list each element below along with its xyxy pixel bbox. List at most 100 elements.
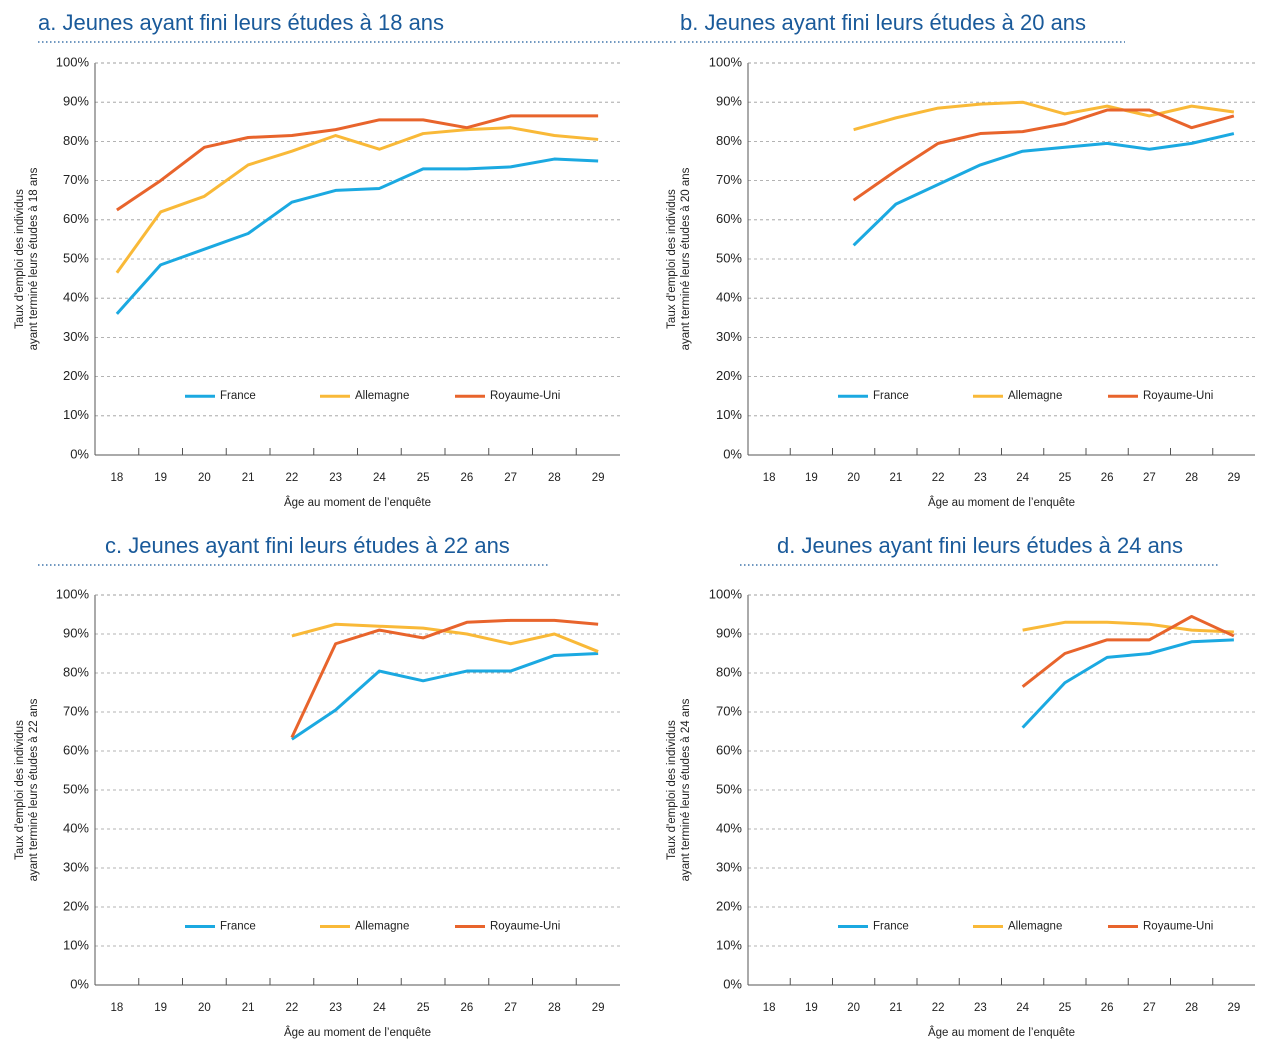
y-tick-label: 40% [716,290,742,305]
legend-label: France [220,390,256,402]
x-tick-label: 23 [329,472,342,484]
y-tick-label: 80% [716,133,742,148]
chart-title: a. Jeunes ayant fini leurs études à 18 a… [38,10,444,35]
y-tick-label: 50% [716,250,742,265]
y-axis-label: Taux d'emploi des individus [14,189,26,329]
x-tick-label: 22 [285,472,298,484]
y-tick-label: 90% [63,94,89,109]
y-axis-label: Taux d'emploi des individus [14,720,26,860]
y-tick-label: 10% [63,407,89,422]
y-axis-label: ayant terminé leurs études à 18 ans [28,167,40,350]
y-tick-label: 50% [63,250,89,265]
x-tick-label: 19 [154,472,167,484]
x-tick-label: 23 [974,472,987,484]
y-tick-label: 10% [63,937,89,952]
x-tick-label: 20 [847,1002,860,1014]
legend-label: Royaume-Uni [1143,921,1213,933]
series-line [1022,620,1234,634]
x-tick-label: 25 [417,472,430,484]
x-tick-label: 23 [974,1002,987,1014]
legend-label: Royaume-Uni [490,390,560,402]
x-tick-label: 27 [504,1002,517,1014]
x-axis-label: Âge au moment de l’enquête [284,1026,431,1039]
y-tick-label: 40% [63,290,89,305]
y-tick-label: 100% [709,54,743,69]
x-tick-label: 25 [1058,472,1071,484]
x-tick-label: 27 [1143,1002,1156,1014]
y-tick-label: 100% [709,586,743,601]
x-tick-label: 21 [889,472,902,484]
x-tick-label: 19 [805,472,818,484]
legend-label: France [220,921,256,933]
y-tick-label: 100% [56,54,90,69]
y-tick-label: 90% [716,625,742,640]
x-tick-label: 25 [417,1002,430,1014]
series-line [1021,638,1234,729]
y-tick-label: 50% [63,781,89,796]
x-axis-label: Âge au moment de l’enquête [284,496,431,509]
x-tick-label: 26 [460,1002,473,1014]
chart-title: c. Jeunes ayant fini leurs études à 22 a… [105,533,510,558]
y-axis-label: ayant terminé leurs études à 24 ans [680,698,692,881]
series-line [290,618,599,738]
x-tick-label: 28 [1185,472,1198,484]
x-axis-label: Âge au moment de l’enquête [928,1026,1075,1039]
y-tick-label: 70% [63,703,89,718]
legend-label: Allemagne [1008,390,1062,402]
x-tick-label: 22 [932,1002,945,1014]
x-tick-label: 21 [242,472,255,484]
x-tick-label: 28 [548,1002,561,1014]
y-tick-label: 30% [716,859,742,874]
x-tick-label: 27 [504,472,517,484]
series-line [1021,614,1235,688]
y-axis-label: ayant terminé leurs études à 20 ans [680,167,692,350]
x-tick-label: 24 [373,472,386,484]
legend-label: Allemagne [1008,921,1062,933]
x-tick-label: 20 [198,472,211,484]
chart-title: d. Jeunes ayant fini leurs études à 24 a… [777,533,1183,558]
y-tick-label: 60% [63,211,89,226]
x-tick-label: 28 [1185,1002,1198,1014]
x-tick-label: 29 [1227,1002,1240,1014]
series-line [115,126,599,274]
x-tick-label: 23 [329,1002,342,1014]
y-tick-label: 70% [716,703,742,718]
x-tick-label: 29 [592,472,605,484]
series-line [115,157,599,315]
legend-label: Royaume-Uni [490,921,560,933]
y-tick-label: 100% [56,586,90,601]
y-tick-label: 0% [723,976,742,991]
x-tick-label: 18 [110,1002,123,1014]
x-tick-label: 24 [1016,1002,1029,1014]
y-tick-label: 80% [716,664,742,679]
y-axis-label: Taux d'emploi des individus [666,189,678,329]
y-tick-label: 70% [63,172,89,187]
y-tick-label: 60% [63,742,89,757]
y-tick-label: 90% [716,94,742,109]
y-axis-label: Taux d'emploi des individus [666,720,678,860]
y-tick-label: 60% [716,742,742,757]
y-tick-label: 30% [716,329,742,344]
x-tick-label: 29 [592,1002,605,1014]
y-axis-label: ayant terminé leurs études à 22 ans [28,698,40,881]
series-line [853,100,1235,132]
series-line [852,108,1235,202]
x-tick-label: 26 [460,472,473,484]
series-line [291,652,599,741]
x-tick-label: 19 [154,1002,167,1014]
x-tick-label: 21 [242,1002,255,1014]
series-line [852,132,1235,247]
y-tick-label: 20% [716,898,742,913]
x-tick-label: 20 [847,472,860,484]
x-tick-label: 22 [932,472,945,484]
chart-title: b. Jeunes ayant fini leurs études à 20 a… [680,10,1086,35]
x-tick-label: 18 [110,472,123,484]
y-tick-label: 40% [63,820,89,835]
y-tick-label: 20% [716,368,742,383]
x-tick-label: 20 [198,1002,211,1014]
y-tick-label: 20% [63,898,89,913]
y-tick-label: 0% [70,446,89,461]
y-tick-label: 10% [716,937,742,952]
x-tick-label: 21 [889,1002,902,1014]
